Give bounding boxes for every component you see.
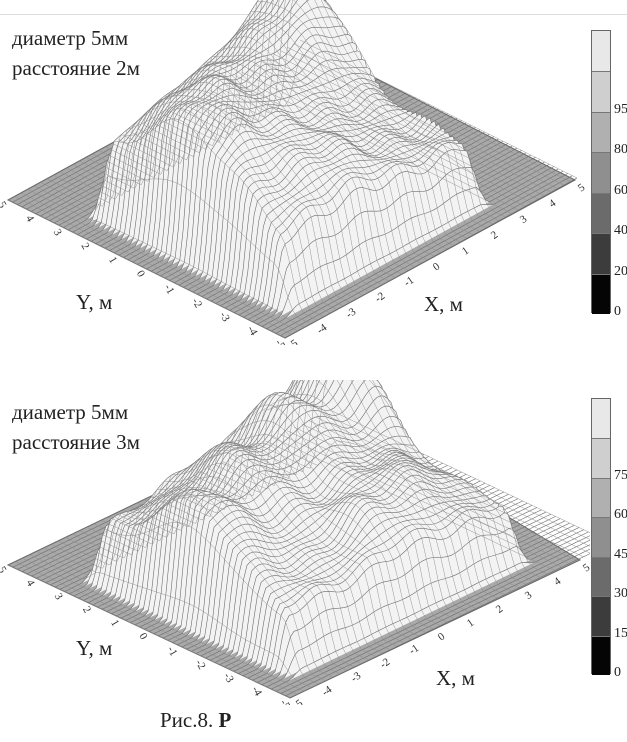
y-tick-label: 1: [106, 255, 119, 266]
x-tick-label: 4: [552, 575, 564, 588]
y-axis-label: Y, м: [76, 636, 113, 660]
colorbar-band: [592, 438, 610, 478]
y-tick-label: 3: [51, 227, 64, 238]
y-tick-label: 4: [24, 578, 37, 589]
panel-distance-3m: 5 4 3 2 1 0 -1 -2 -3 -4 -5 -5 -4 -3 -2 -1 0 1 2 3 4 5 диаметр…: [0, 380, 627, 705]
y-tick-label: 0: [134, 269, 147, 280]
colorbar-band: [592, 517, 610, 557]
colorbar-tick-label: 80: [614, 142, 627, 158]
x-tick-label: 3: [523, 589, 535, 602]
surface-plot-2m: 5 4 3 2 1 0 -1 -2 -3 -4 -5-5 -4 -3 -2 -1 0 1 2 3 4 5: [0, 0, 588, 346]
colorbar-tick-label: 40: [614, 223, 627, 239]
x-axis-label: X, м: [424, 292, 463, 316]
colorbar-tick-label: 15: [614, 625, 627, 641]
x-axis-label: X, м: [436, 666, 475, 690]
x-tick-label: 2: [494, 603, 505, 616]
y-tick-label: -4: [245, 324, 260, 338]
colorbar-tick-label: 60: [614, 507, 627, 523]
surface-mesh: [7, 380, 590, 699]
y-tick-label: -2: [193, 658, 208, 672]
x-tick-label: 3: [518, 213, 530, 226]
x-tick-label: -2: [378, 656, 392, 671]
colorbar-tick-label: 30: [614, 586, 627, 602]
x-tick-label: -5: [291, 697, 306, 705]
x-tick-label: -1: [407, 642, 421, 657]
y-tick-label: -2: [189, 296, 204, 310]
x-tick-label: -3: [344, 305, 359, 320]
y-tick-label: 0: [136, 631, 149, 642]
y-tick-label: -5: [277, 698, 292, 706]
y-tick-label: 4: [23, 213, 36, 224]
x-tick-label: 2: [489, 229, 500, 242]
colorbar-band: [592, 111, 610, 153]
colorbar-band: [592, 31, 610, 72]
x-tick-label: 0: [431, 260, 443, 273]
y-tick-label: -3: [217, 310, 232, 324]
panel-distance-2m: 5 4 3 2 1 0 -1 -2 -3 -4 -5 -5 -4 -3 -2 -1 0 1 2 3 4 5 диаметр…: [0, 0, 627, 345]
y-tick-label: 3: [52, 591, 65, 602]
panel-title-line1: диаметр 5мм: [12, 400, 129, 424]
panel-title-line1: диаметр 5мм: [12, 26, 129, 50]
y-tick-label: -1: [162, 282, 177, 296]
x-tick-label: -4: [315, 321, 330, 336]
x-tick-label: -3: [349, 669, 364, 684]
colorbar-band: [592, 273, 610, 314]
colorbar-tick-label: 20: [614, 263, 627, 279]
x-tick-label: 0: [436, 630, 448, 643]
y-tick-label: 2: [79, 241, 92, 252]
colorbar-band: [592, 152, 610, 193]
x-tick-label: -1: [402, 274, 416, 289]
caption-bold: Р: [218, 708, 232, 732]
y-tick-label: -1: [165, 644, 180, 658]
y-tick-label: -3: [221, 671, 236, 685]
x-tick-label: -4: [320, 683, 335, 698]
colorbar-band: [592, 477, 610, 518]
colorbar-tick-label: 95: [614, 101, 627, 117]
x-tick-label: -5: [286, 337, 301, 345]
colorbar-band: [592, 596, 610, 636]
colorbar-band: [592, 192, 610, 234]
y-tick-label: 1: [108, 618, 121, 629]
colorbar-band: [592, 233, 610, 274]
y-tick-label: -4: [249, 684, 264, 698]
x-tick-label: 1: [460, 245, 471, 258]
y-tick-label: 2: [80, 604, 93, 615]
x-tick-label: -2: [373, 290, 387, 305]
surface-plot-3m: 5 4 3 2 1 0 -1 -2 -3 -4 -5-5 -4 -3 -2 -1 0 1 2 3 4 5: [0, 380, 590, 705]
surface-mesh: [7, 0, 578, 339]
panel-title-line2: расстояние 2м: [12, 56, 140, 80]
colorbar-tick-label: 0: [614, 304, 621, 319]
colorbar-tick-label: 75: [614, 467, 627, 483]
y-tick-label: -5: [272, 338, 287, 346]
x-tick-label: 4: [547, 197, 559, 210]
panel-title-line2: расстояние 3м: [12, 430, 140, 454]
x-tick-label: 5: [576, 181, 588, 194]
colorbar-band: [592, 635, 610, 675]
colorbar: [591, 30, 611, 314]
y-tick-label: 5: [0, 565, 9, 576]
colorbar-tick-label: 0: [614, 665, 621, 680]
y-axis-label: Y, м: [76, 290, 113, 314]
x-tick-label: 5: [581, 561, 590, 574]
colorbar-band: [592, 399, 610, 439]
colorbar-band: [592, 71, 610, 112]
figure-caption: Рис.8. Р: [160, 708, 231, 733]
caption-prefix: Рис.8.: [160, 708, 214, 732]
colorbar-tick-label: 45: [614, 546, 627, 562]
colorbar-band: [592, 556, 610, 597]
y-tick-label: 5: [0, 200, 9, 211]
colorbar: [591, 398, 611, 675]
x-tick-label: 1: [465, 617, 476, 630]
colorbar-tick-label: 60: [614, 182, 627, 198]
